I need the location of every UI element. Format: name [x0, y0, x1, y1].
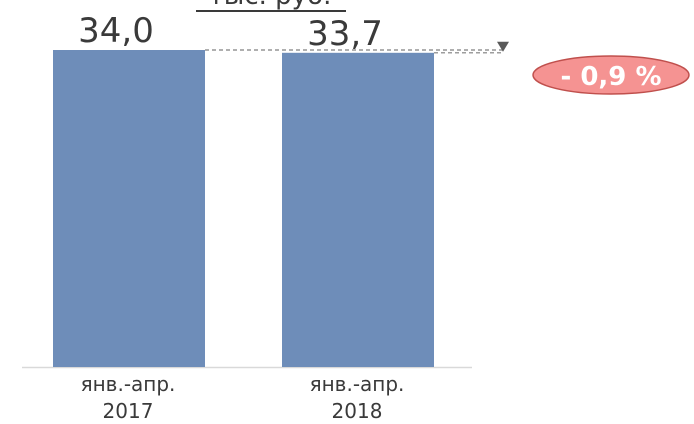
change-badge-label: - 0,9 % — [560, 62, 661, 92]
units-label: тыс. руб. — [209, 0, 332, 11]
bar-group — [22, 50, 472, 369]
x-tick-label-2-line-2: 2018 — [332, 399, 383, 423]
change-indicator: - 0,9 % — [205, 41, 690, 95]
label-group: 34,0 янв.-апр. 2017 33,7 янв.-апр. 2018 — [78, 11, 404, 423]
down-arrow-icon — [497, 41, 509, 52]
bar-1 — [53, 50, 205, 367]
x-tick-label-1-line-2: 2017 — [103, 399, 154, 423]
x-tick-label-2-line-1: янв.-апр. — [310, 372, 405, 396]
change-badge — [532, 55, 690, 95]
data-label-1: 34,0 — [78, 11, 154, 51]
bar-2 — [282, 52, 434, 367]
data-label-2: 33,7 — [307, 14, 383, 54]
x-tick-label-1-line-1: янв.-апр. — [81, 372, 176, 396]
